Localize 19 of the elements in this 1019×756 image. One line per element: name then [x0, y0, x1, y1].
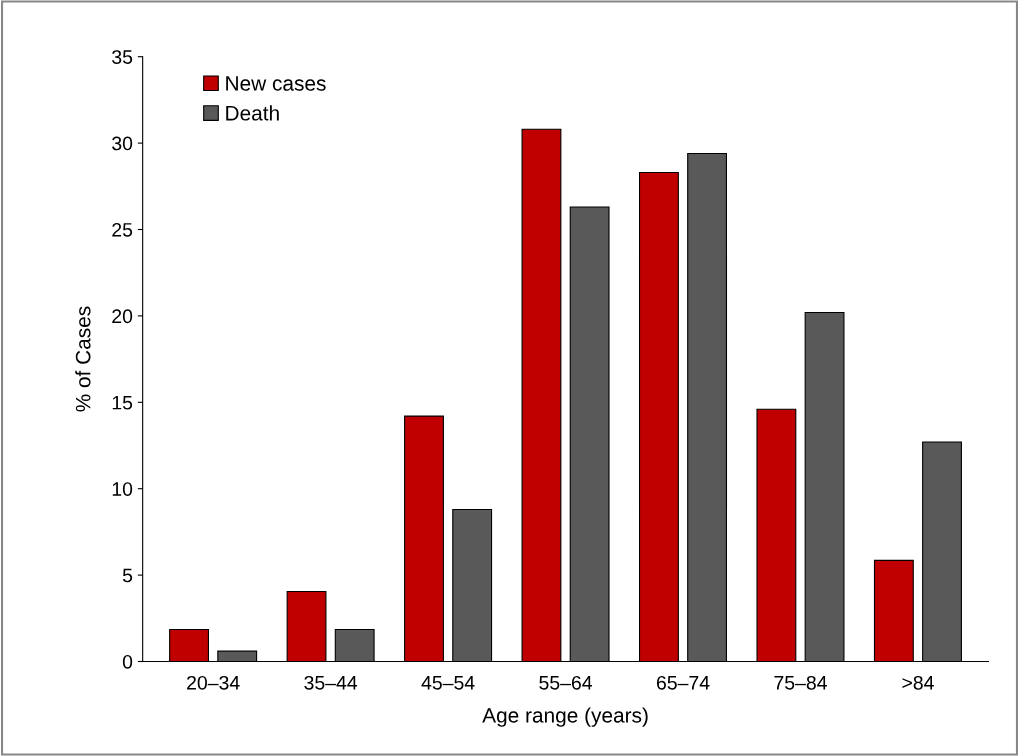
- x-tick-label: 45–54: [421, 676, 475, 690]
- y-tick-label: 25: [112, 222, 133, 237]
- y-tick-label: 15: [112, 395, 133, 410]
- x-tick-label: 55–64: [539, 675, 593, 690]
- y-tick-label: 5: [122, 568, 133, 583]
- x-axis-title: Age range (years): [482, 707, 648, 727]
- legend-label: Death: [226, 105, 279, 121]
- y-tick-label: 0: [122, 654, 133, 669]
- y-tick-label: 30: [112, 136, 133, 151]
- y-tick-label: 10: [112, 482, 133, 496]
- y-tick-label: 35: [112, 50, 133, 64]
- x-tick-label: 75–84: [774, 675, 827, 690]
- legend-label: New cases: [226, 76, 326, 91]
- x-tick-label: 20–34: [187, 675, 240, 690]
- x-tick-label: >84: [902, 675, 934, 690]
- y-axis-title: % of Cases: [75, 306, 91, 412]
- x-tick-label: 35–44: [304, 675, 358, 690]
- y-tick-label: 20: [112, 309, 133, 324]
- x-tick-label: 65–74: [656, 675, 710, 690]
